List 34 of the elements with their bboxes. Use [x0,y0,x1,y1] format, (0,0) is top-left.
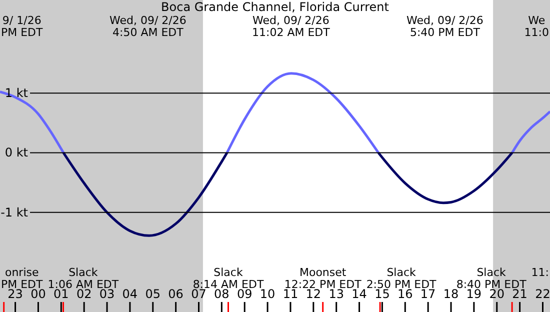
annotation: We 11:0 [524,14,549,39]
annotation: Wed, 09/ 2/26 11:02 AM EDT [252,14,330,39]
x-tick-label: 18 [443,287,459,301]
annotation: Wed, 09/ 2/26 4:50 AM EDT [110,14,186,39]
x-tick-label: 06 [168,287,184,301]
x-tick-label: 14 [352,287,367,301]
x-tick-label: 17 [420,287,436,301]
x-tick-label: 08 [214,287,230,301]
x-tick-label: 04 [122,287,138,301]
x-tick-label: 03 [99,287,115,301]
annotation: 11: [531,266,549,279]
x-tick-label: 09 [236,287,252,301]
y-tick-label: -1 kt [0,205,28,220]
annotation: 9/ 1/26 PM EDT [0,14,44,39]
x-tick-label: 15 [374,287,390,301]
x-tick-label: 12 [306,287,322,301]
x-tick-label: 22 [535,287,550,301]
x-tick-label: 10 [260,287,276,301]
y-tick-label: 1 kt [4,86,28,100]
x-tick-label: 16 [398,287,413,301]
annotation: Wed, 09/ 2/26 5:40 PM EDT [406,14,484,39]
x-tick-label: 20 [489,287,505,301]
x-tick-label: 02 [76,287,92,301]
x-tick-label: 01 [54,287,69,301]
x-tick-label: 00 [30,287,46,301]
x-tick-label: 19 [466,287,482,301]
x-tick-label: 13 [328,287,344,301]
x-tick-label: 21 [512,287,528,301]
x-tick-label: 11 [282,287,298,301]
x-tick-label: 07 [191,287,206,301]
x-tick-label: 23 [8,287,23,301]
x-tick-label: 05 [145,287,161,301]
chart-title: Boca Grande Channel, Florida Current [161,0,390,14]
y-tick-label: 0 kt [4,146,28,160]
